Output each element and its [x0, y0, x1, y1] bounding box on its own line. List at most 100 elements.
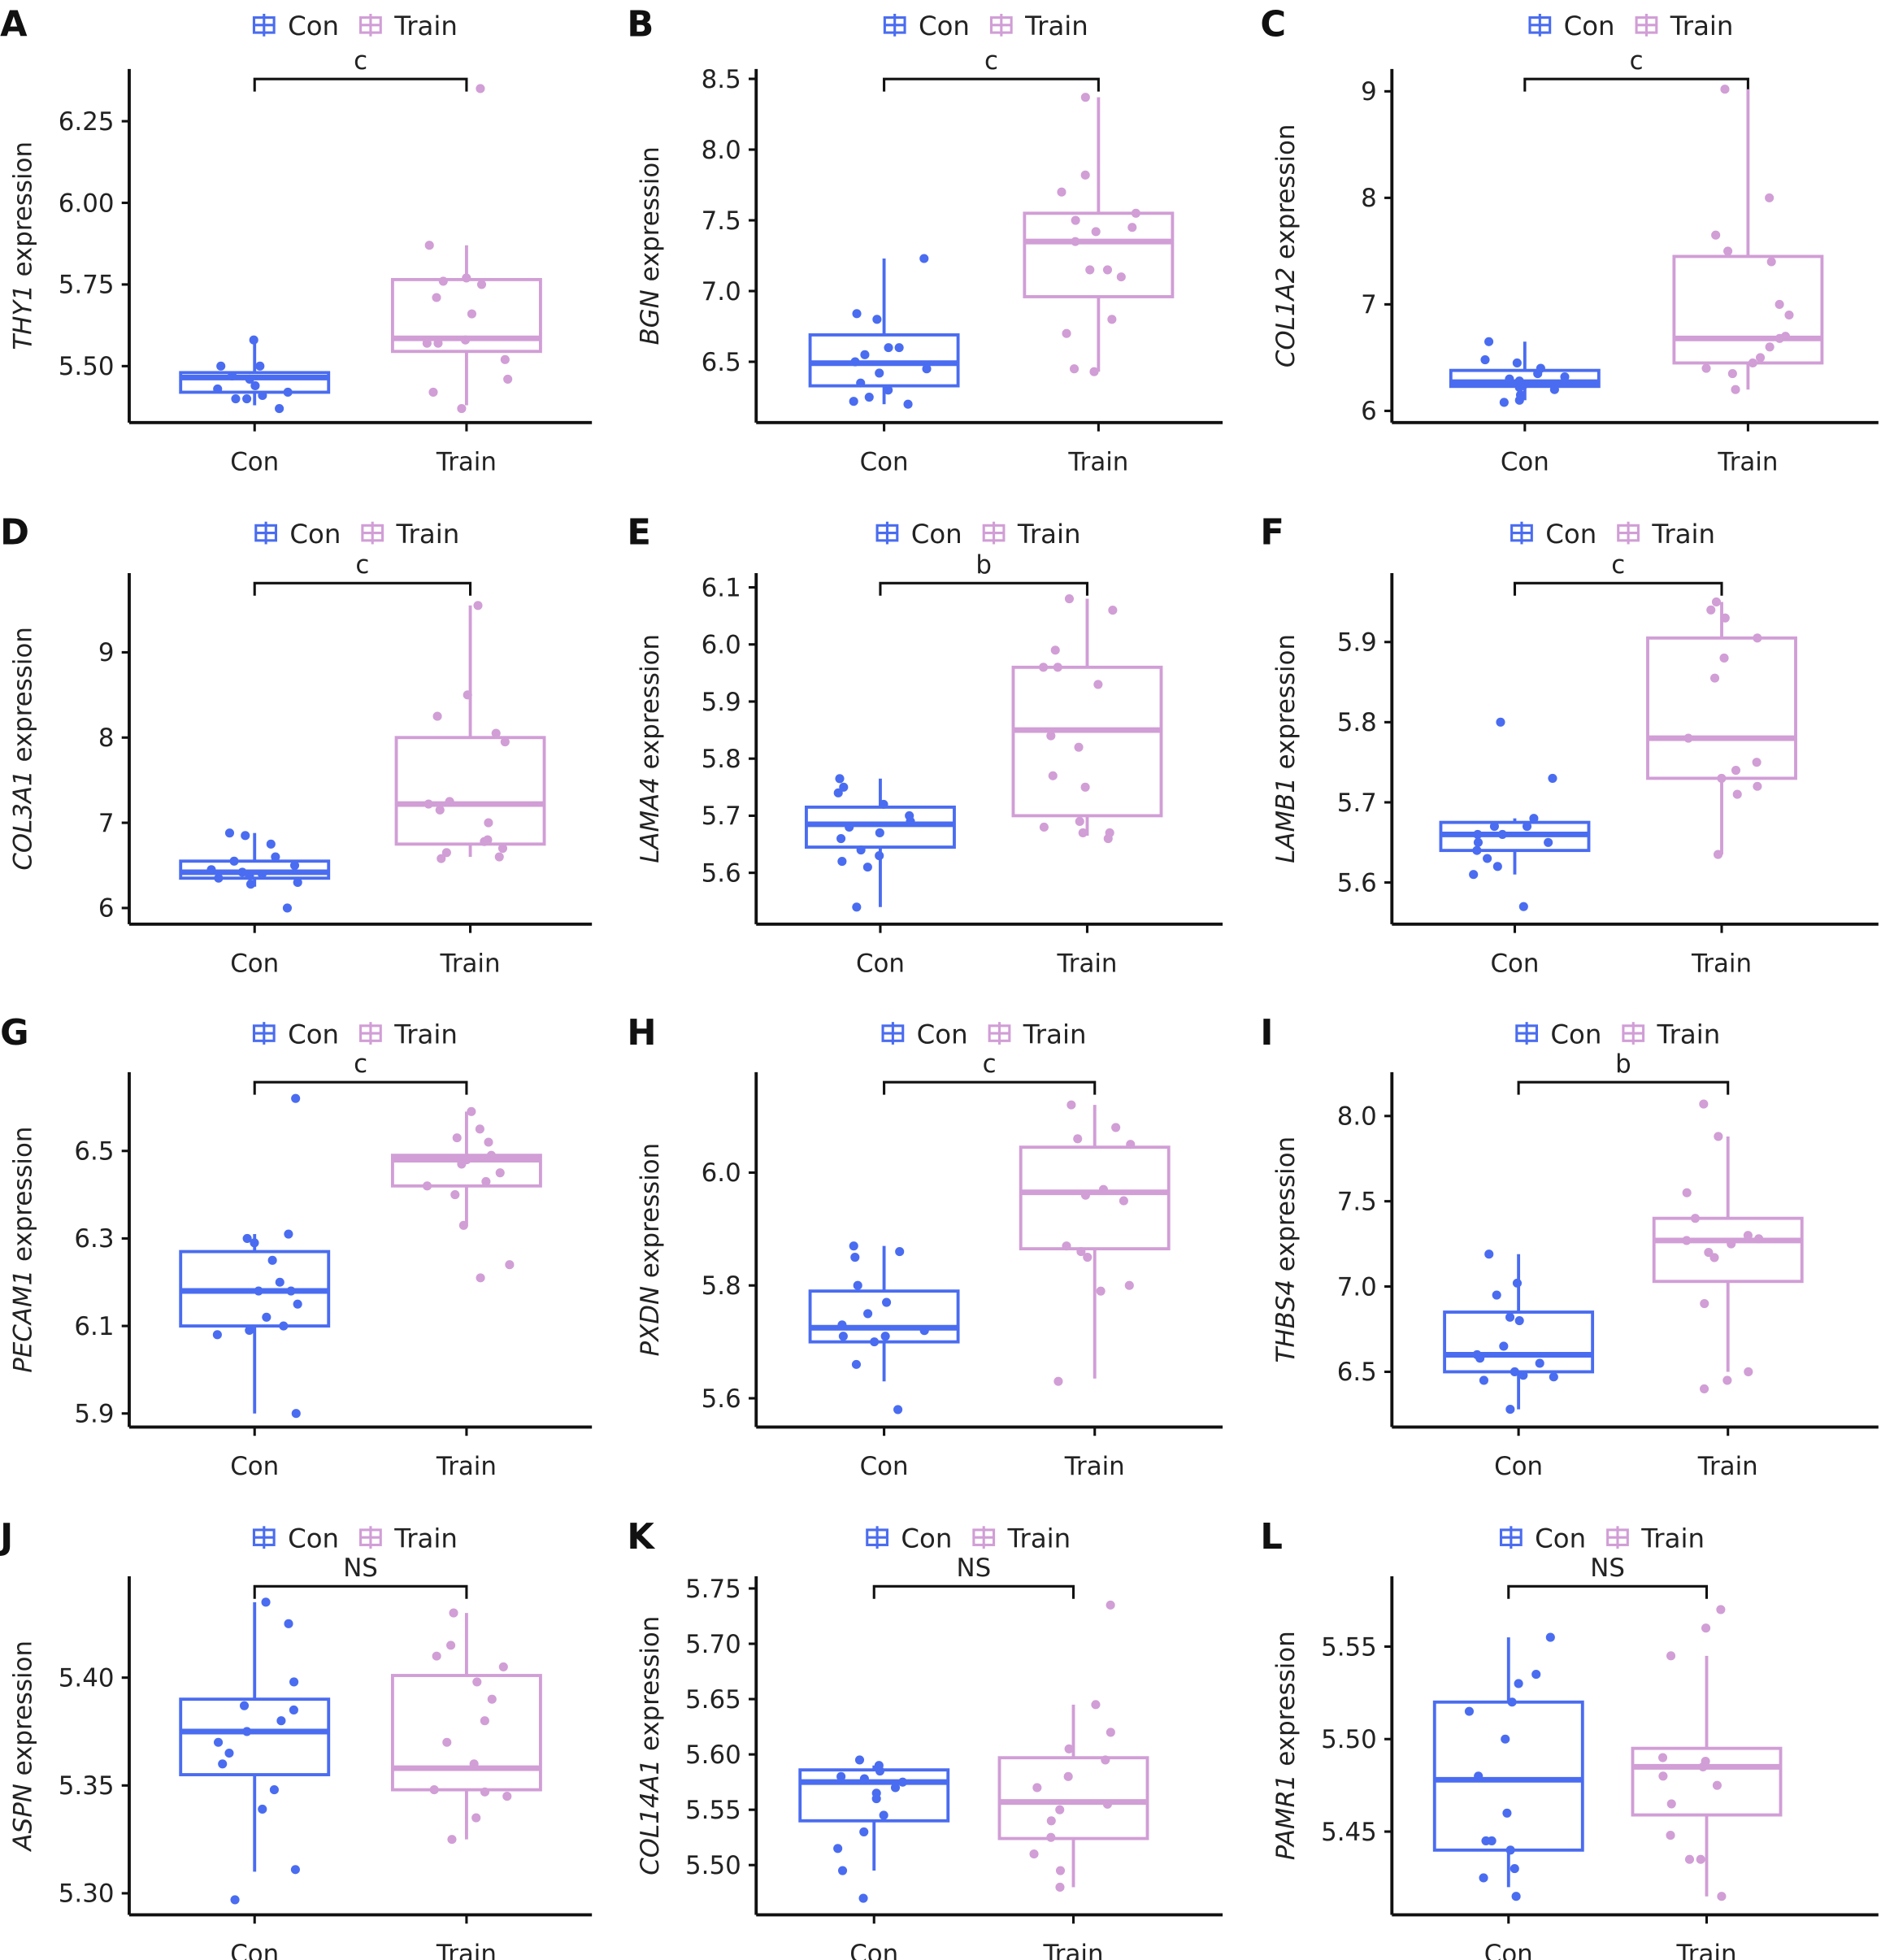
data-point [1706, 605, 1716, 615]
data-point [1512, 358, 1522, 368]
y-tick-label: 9 [1361, 77, 1377, 106]
data-point [1522, 821, 1532, 832]
data-point [1102, 265, 1113, 275]
data-point [1469, 870, 1479, 880]
data-point [1499, 398, 1509, 407]
y-axis-title: COL3A1 expression [9, 627, 38, 871]
y-axis-suffix: expression [1271, 1136, 1301, 1280]
data-point [505, 1260, 515, 1270]
y-axis-gene: COL14A1 [636, 1759, 665, 1875]
data-point [1481, 1836, 1491, 1845]
x-tick-label-train: Train [1064, 1452, 1125, 1481]
data-point [471, 1813, 481, 1823]
box-train [1631, 1605, 1783, 1901]
data-point [894, 343, 904, 353]
y-axis-title: LAMB1 expression [1271, 634, 1301, 863]
data-point [1754, 1234, 1764, 1244]
data-point [871, 1794, 881, 1804]
legend: Con Train [252, 1019, 458, 1050]
data-point [1473, 829, 1483, 839]
y-axis-gene: THY1 [9, 285, 38, 350]
data-point [1512, 1278, 1523, 1288]
data-point [1701, 363, 1711, 373]
data-point [897, 1777, 908, 1787]
data-point [922, 364, 932, 374]
y-tick-label: 6.5 [1337, 1358, 1377, 1387]
data-point [480, 1787, 490, 1797]
legend-label: Train [1657, 1019, 1721, 1050]
x-tick-label-con: Con [1484, 1940, 1533, 1960]
data-point [1064, 1744, 1074, 1754]
data-point [1053, 663, 1062, 672]
data-point [1722, 1375, 1732, 1385]
x-tick-label-con: Con [230, 1452, 279, 1481]
data-point [875, 368, 884, 378]
legend: Con Train [1499, 1523, 1705, 1554]
data-point [1514, 395, 1524, 405]
data-point [859, 1827, 869, 1836]
data-point [255, 361, 265, 371]
box-con [179, 335, 331, 414]
data-point [293, 1299, 302, 1309]
box-con [808, 1241, 960, 1415]
data-point [1483, 854, 1492, 863]
data-point [1089, 367, 1099, 376]
y-axis-gene: COL3A1 [9, 770, 38, 870]
data-point [1096, 1286, 1106, 1296]
data-point [1116, 272, 1126, 282]
data-point [262, 1312, 272, 1322]
data-point [870, 1337, 880, 1347]
data-point [1479, 1375, 1488, 1385]
data-point [833, 1844, 843, 1854]
data-point [1106, 1727, 1115, 1737]
data-point [1666, 1651, 1676, 1661]
significance-label: c [983, 1050, 997, 1079]
y-axis-suffix: expression [636, 634, 665, 777]
legend-item-con: Con [883, 11, 970, 41]
iqr-box [805, 805, 956, 849]
data-point [1074, 742, 1084, 752]
y-axis-suffix: expression [1271, 1631, 1301, 1774]
legend-label: Con [288, 1523, 339, 1554]
data-point [458, 1220, 468, 1230]
legend: Con Train [866, 1523, 1071, 1554]
legend-label: Con [917, 1019, 968, 1050]
data-point [1775, 299, 1784, 309]
data-point [1704, 1248, 1714, 1258]
data-point [476, 84, 485, 93]
data-point [266, 839, 276, 849]
data-point [428, 387, 438, 398]
y-axis-title: COL14A1 expression [636, 1616, 665, 1875]
data-point [1489, 821, 1499, 832]
panel-letter: K [627, 1517, 655, 1558]
y-tick-label: 5.6 [1337, 868, 1377, 897]
data-point [1711, 230, 1721, 240]
y-axis-gene: PECAM1 [9, 1270, 38, 1373]
data-point [276, 1716, 286, 1726]
legend: Con Train [883, 11, 1088, 41]
legend-label: Con [1535, 1523, 1586, 1554]
y-tick-label: 5.50 [59, 352, 115, 381]
data-point [224, 1748, 234, 1758]
data-point [854, 1755, 865, 1765]
legend-box-icon [1510, 521, 1533, 545]
data-point [1062, 1241, 1071, 1251]
data-point [850, 357, 860, 367]
data-point [245, 871, 254, 880]
data-point [271, 852, 280, 862]
data-point [1107, 315, 1117, 324]
data-point [289, 860, 300, 871]
data-point [1480, 354, 1490, 365]
significance-label: b [975, 550, 992, 580]
y-axis-title: PAMR1 expression [1271, 1631, 1301, 1860]
data-point [1507, 1697, 1517, 1707]
data-point [853, 1280, 862, 1290]
data-point [229, 856, 239, 866]
data-point [1464, 1706, 1475, 1716]
significance-label: c [984, 46, 998, 76]
y-tick-label: 5.6 [702, 858, 741, 888]
y-axis-title: PECAM1 expression [9, 1127, 38, 1373]
data-point [473, 601, 483, 611]
data-point [1699, 1099, 1709, 1109]
